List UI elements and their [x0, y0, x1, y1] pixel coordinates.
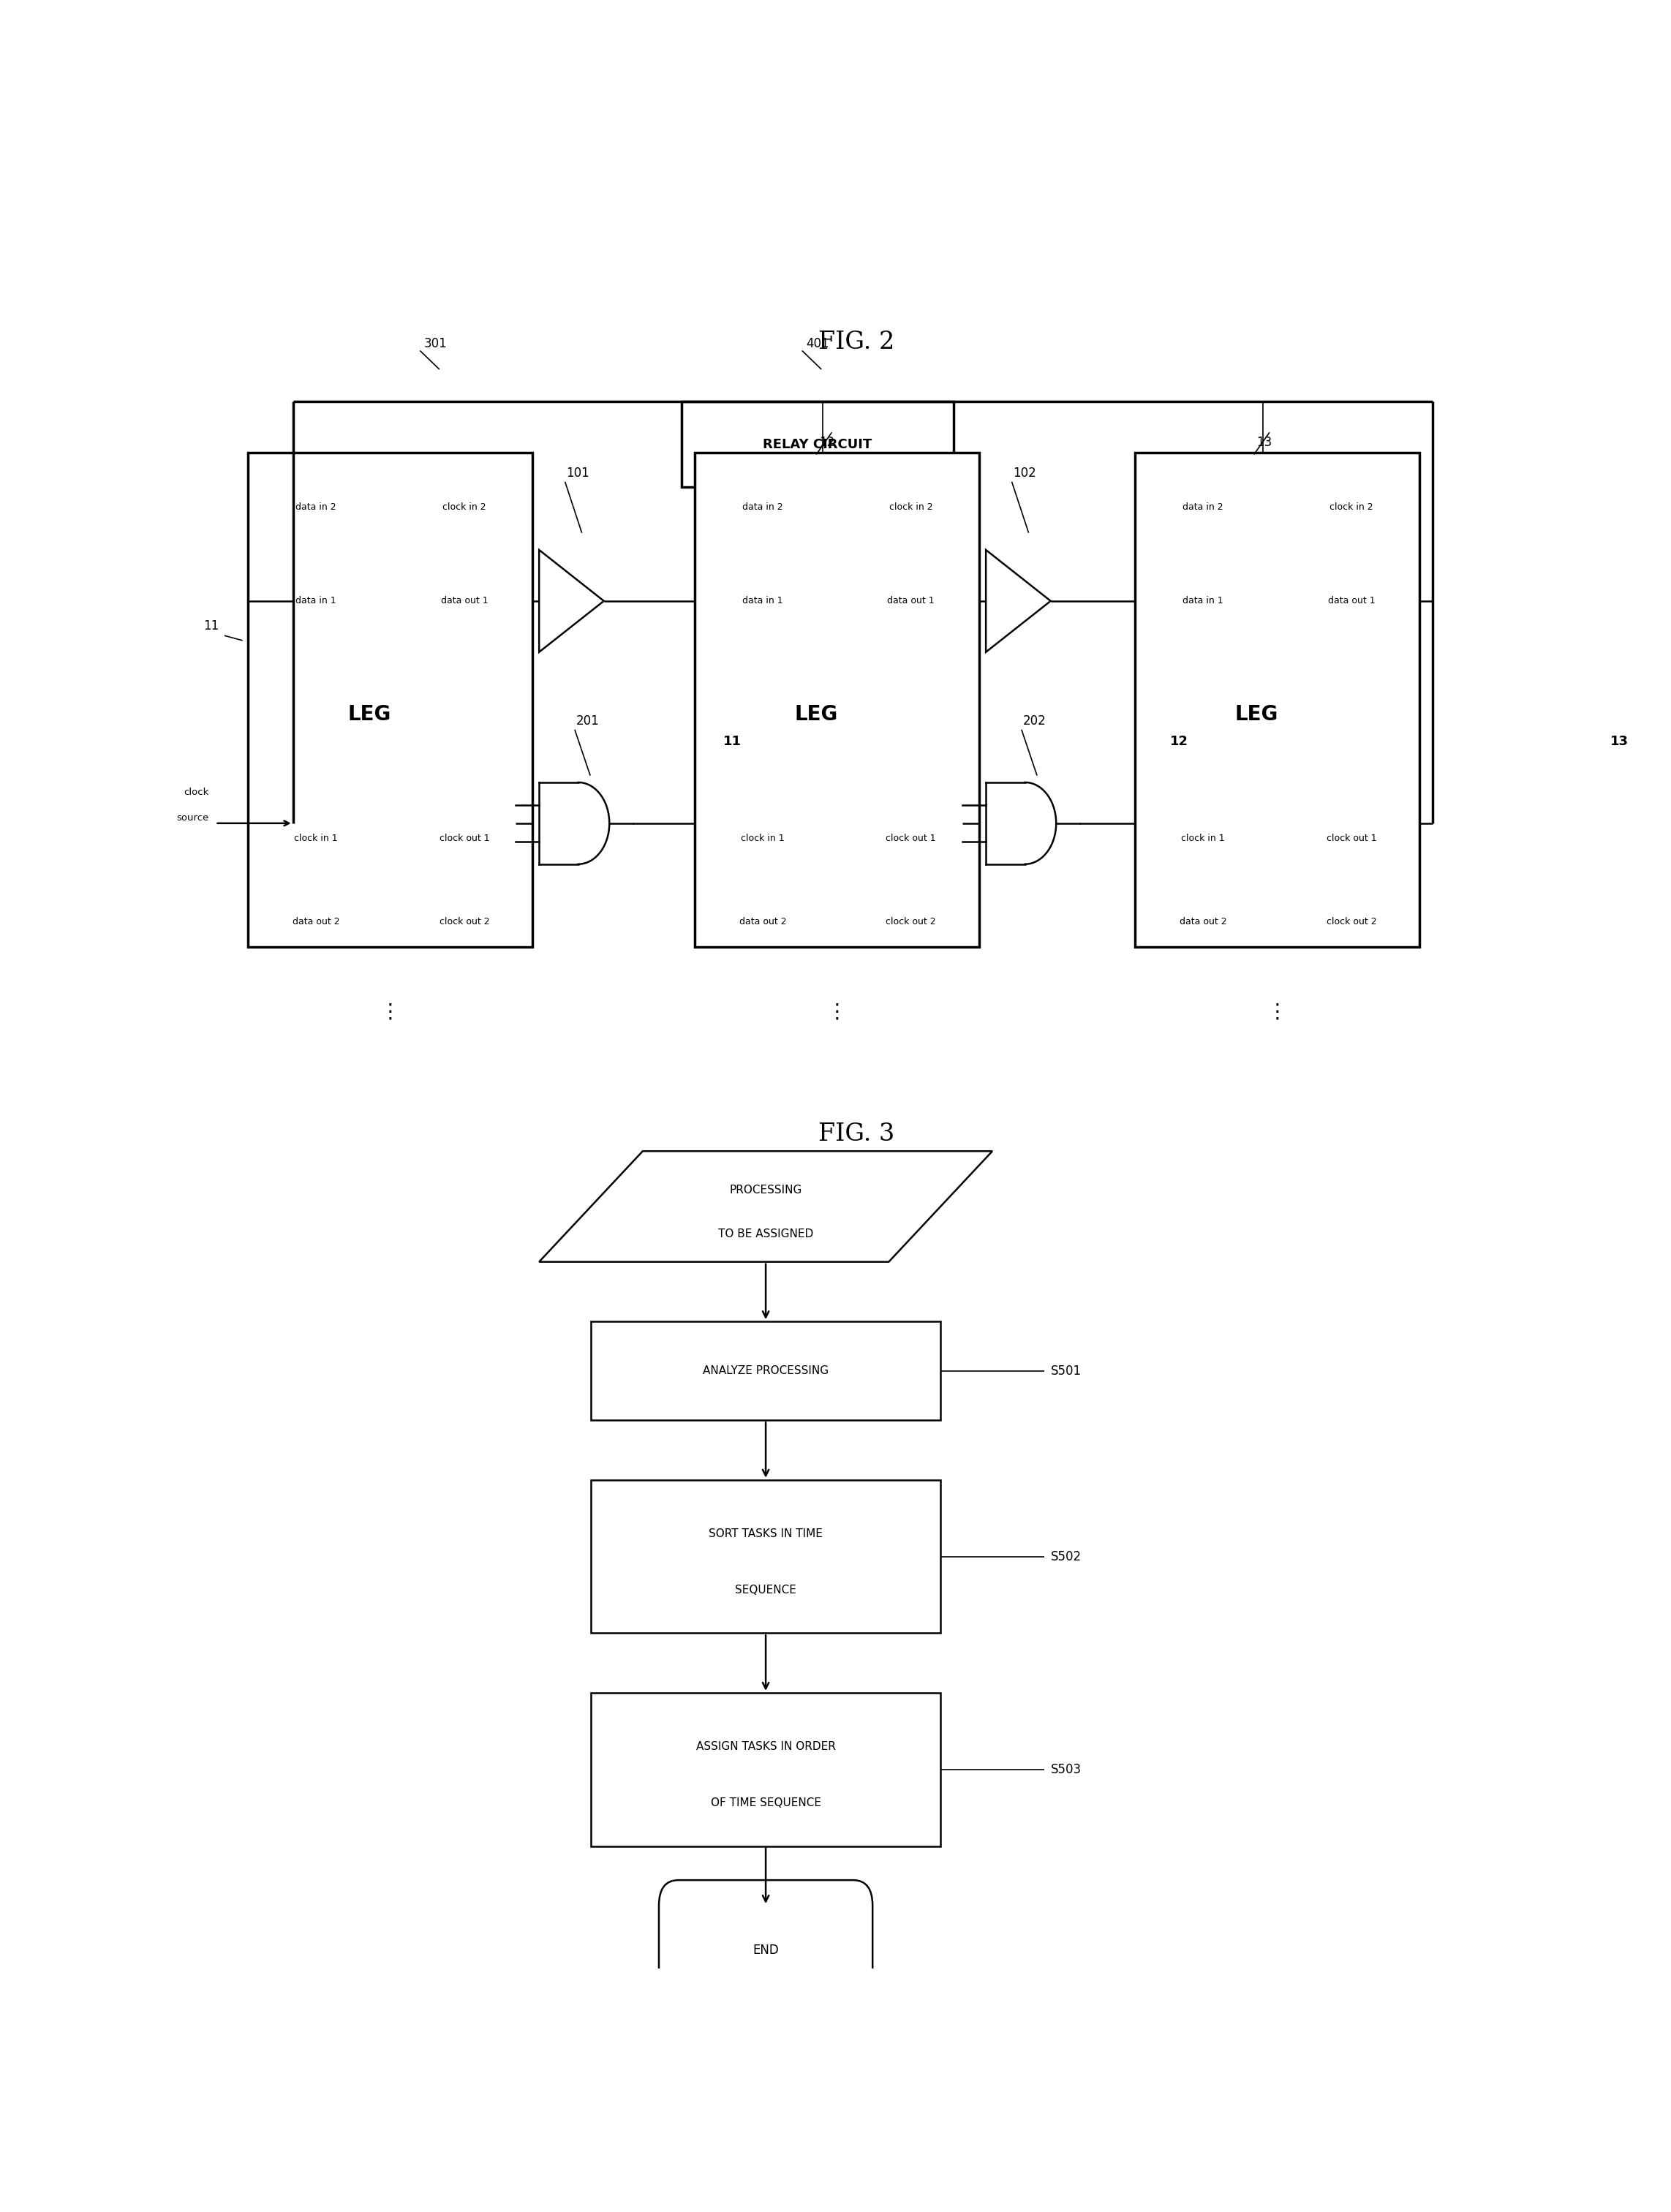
Bar — [682, 403, 954, 487]
Text: END: END — [752, 1944, 779, 1958]
Text: S503: S503 — [1051, 1763, 1081, 1776]
Bar — [247, 453, 533, 947]
FancyBboxPatch shape — [658, 1880, 872, 2020]
Text: LEG: LEG — [1235, 703, 1278, 726]
Polygon shape — [986, 551, 1051, 653]
Text: clock out 2: clock out 2 — [886, 918, 936, 927]
Text: ASSIGN TASKS IN ORDER: ASSIGN TASKS IN ORDER — [695, 1741, 836, 1752]
Text: SORT TASKS IN TIME: SORT TASKS IN TIME — [709, 1528, 822, 1540]
Text: clock out 2: clock out 2 — [439, 918, 490, 927]
Text: LEG: LEG — [348, 703, 391, 726]
Text: ⋮: ⋮ — [379, 1002, 401, 1022]
Text: PROCESSING: PROCESSING — [730, 1183, 802, 1194]
Text: S501: S501 — [1051, 1365, 1081, 1378]
Text: FIG. 3: FIG. 3 — [819, 1121, 894, 1146]
Text: data out 2: data out 2 — [739, 918, 787, 927]
Polygon shape — [540, 551, 603, 653]
Text: FIG. 2: FIG. 2 — [819, 330, 894, 354]
Text: 102: 102 — [1013, 467, 1036, 480]
Text: 12: 12 — [819, 436, 834, 449]
Text: data in 1: data in 1 — [1183, 597, 1223, 606]
Bar — [592, 1321, 941, 1420]
Text: RELAY CIRCUIT: RELAY CIRCUIT — [764, 438, 872, 451]
Text: clock out 2: clock out 2 — [1327, 918, 1377, 927]
Bar — [592, 1692, 941, 1847]
Text: clock out 1: clock out 1 — [439, 834, 490, 843]
Text: clock out 1: clock out 1 — [886, 834, 936, 843]
Text: clock in 1: clock in 1 — [740, 834, 785, 843]
Text: 13: 13 — [1257, 436, 1272, 449]
Text: clock in 2: clock in 2 — [443, 502, 486, 511]
Text: 301: 301 — [424, 336, 448, 349]
Text: S502: S502 — [1051, 1551, 1081, 1564]
Text: 11: 11 — [204, 619, 219, 633]
Polygon shape — [540, 1150, 993, 1261]
Text: clock in 1: clock in 1 — [294, 834, 338, 843]
Text: data out 2: data out 2 — [292, 918, 339, 927]
Text: data out 1: data out 1 — [1328, 597, 1375, 606]
Text: data in 2: data in 2 — [1183, 502, 1223, 511]
Text: ⋮: ⋮ — [827, 1002, 847, 1022]
Text: ANALYZE PROCESSING: ANALYZE PROCESSING — [703, 1365, 829, 1376]
Text: 13: 13 — [1611, 734, 1628, 748]
Text: data out 1: data out 1 — [887, 597, 934, 606]
Text: 401: 401 — [805, 336, 829, 349]
Text: 101: 101 — [566, 467, 590, 480]
Text: 201: 201 — [576, 714, 600, 728]
Text: data in 1: data in 1 — [742, 597, 784, 606]
Text: clock out 1: clock out 1 — [1327, 834, 1377, 843]
Text: clock in 2: clock in 2 — [889, 502, 932, 511]
Bar — [695, 453, 979, 947]
Text: ⋮: ⋮ — [1267, 1002, 1287, 1022]
Text: 11: 11 — [724, 734, 742, 748]
Text: clock in 2: clock in 2 — [1330, 502, 1374, 511]
Text: source: source — [177, 814, 209, 823]
Text: LEG: LEG — [794, 703, 837, 726]
Text: clock in 1: clock in 1 — [1181, 834, 1225, 843]
Text: OF TIME SEQUENCE: OF TIME SEQUENCE — [710, 1798, 820, 1809]
Text: data in 1: data in 1 — [296, 597, 336, 606]
Text: data out 2: data out 2 — [1180, 918, 1227, 927]
Text: clock: clock — [184, 787, 209, 796]
Text: data in 2: data in 2 — [742, 502, 784, 511]
Text: data in 2: data in 2 — [296, 502, 336, 511]
Bar — [592, 1480, 941, 1632]
Text: 12: 12 — [1170, 734, 1188, 748]
Text: data out 1: data out 1 — [441, 597, 488, 606]
Bar — [1135, 453, 1420, 947]
Text: 202: 202 — [1023, 714, 1046, 728]
Text: SEQUENCE: SEQUENCE — [735, 1584, 797, 1595]
Text: TO BE ASSIGNED: TO BE ASSIGNED — [719, 1228, 814, 1239]
